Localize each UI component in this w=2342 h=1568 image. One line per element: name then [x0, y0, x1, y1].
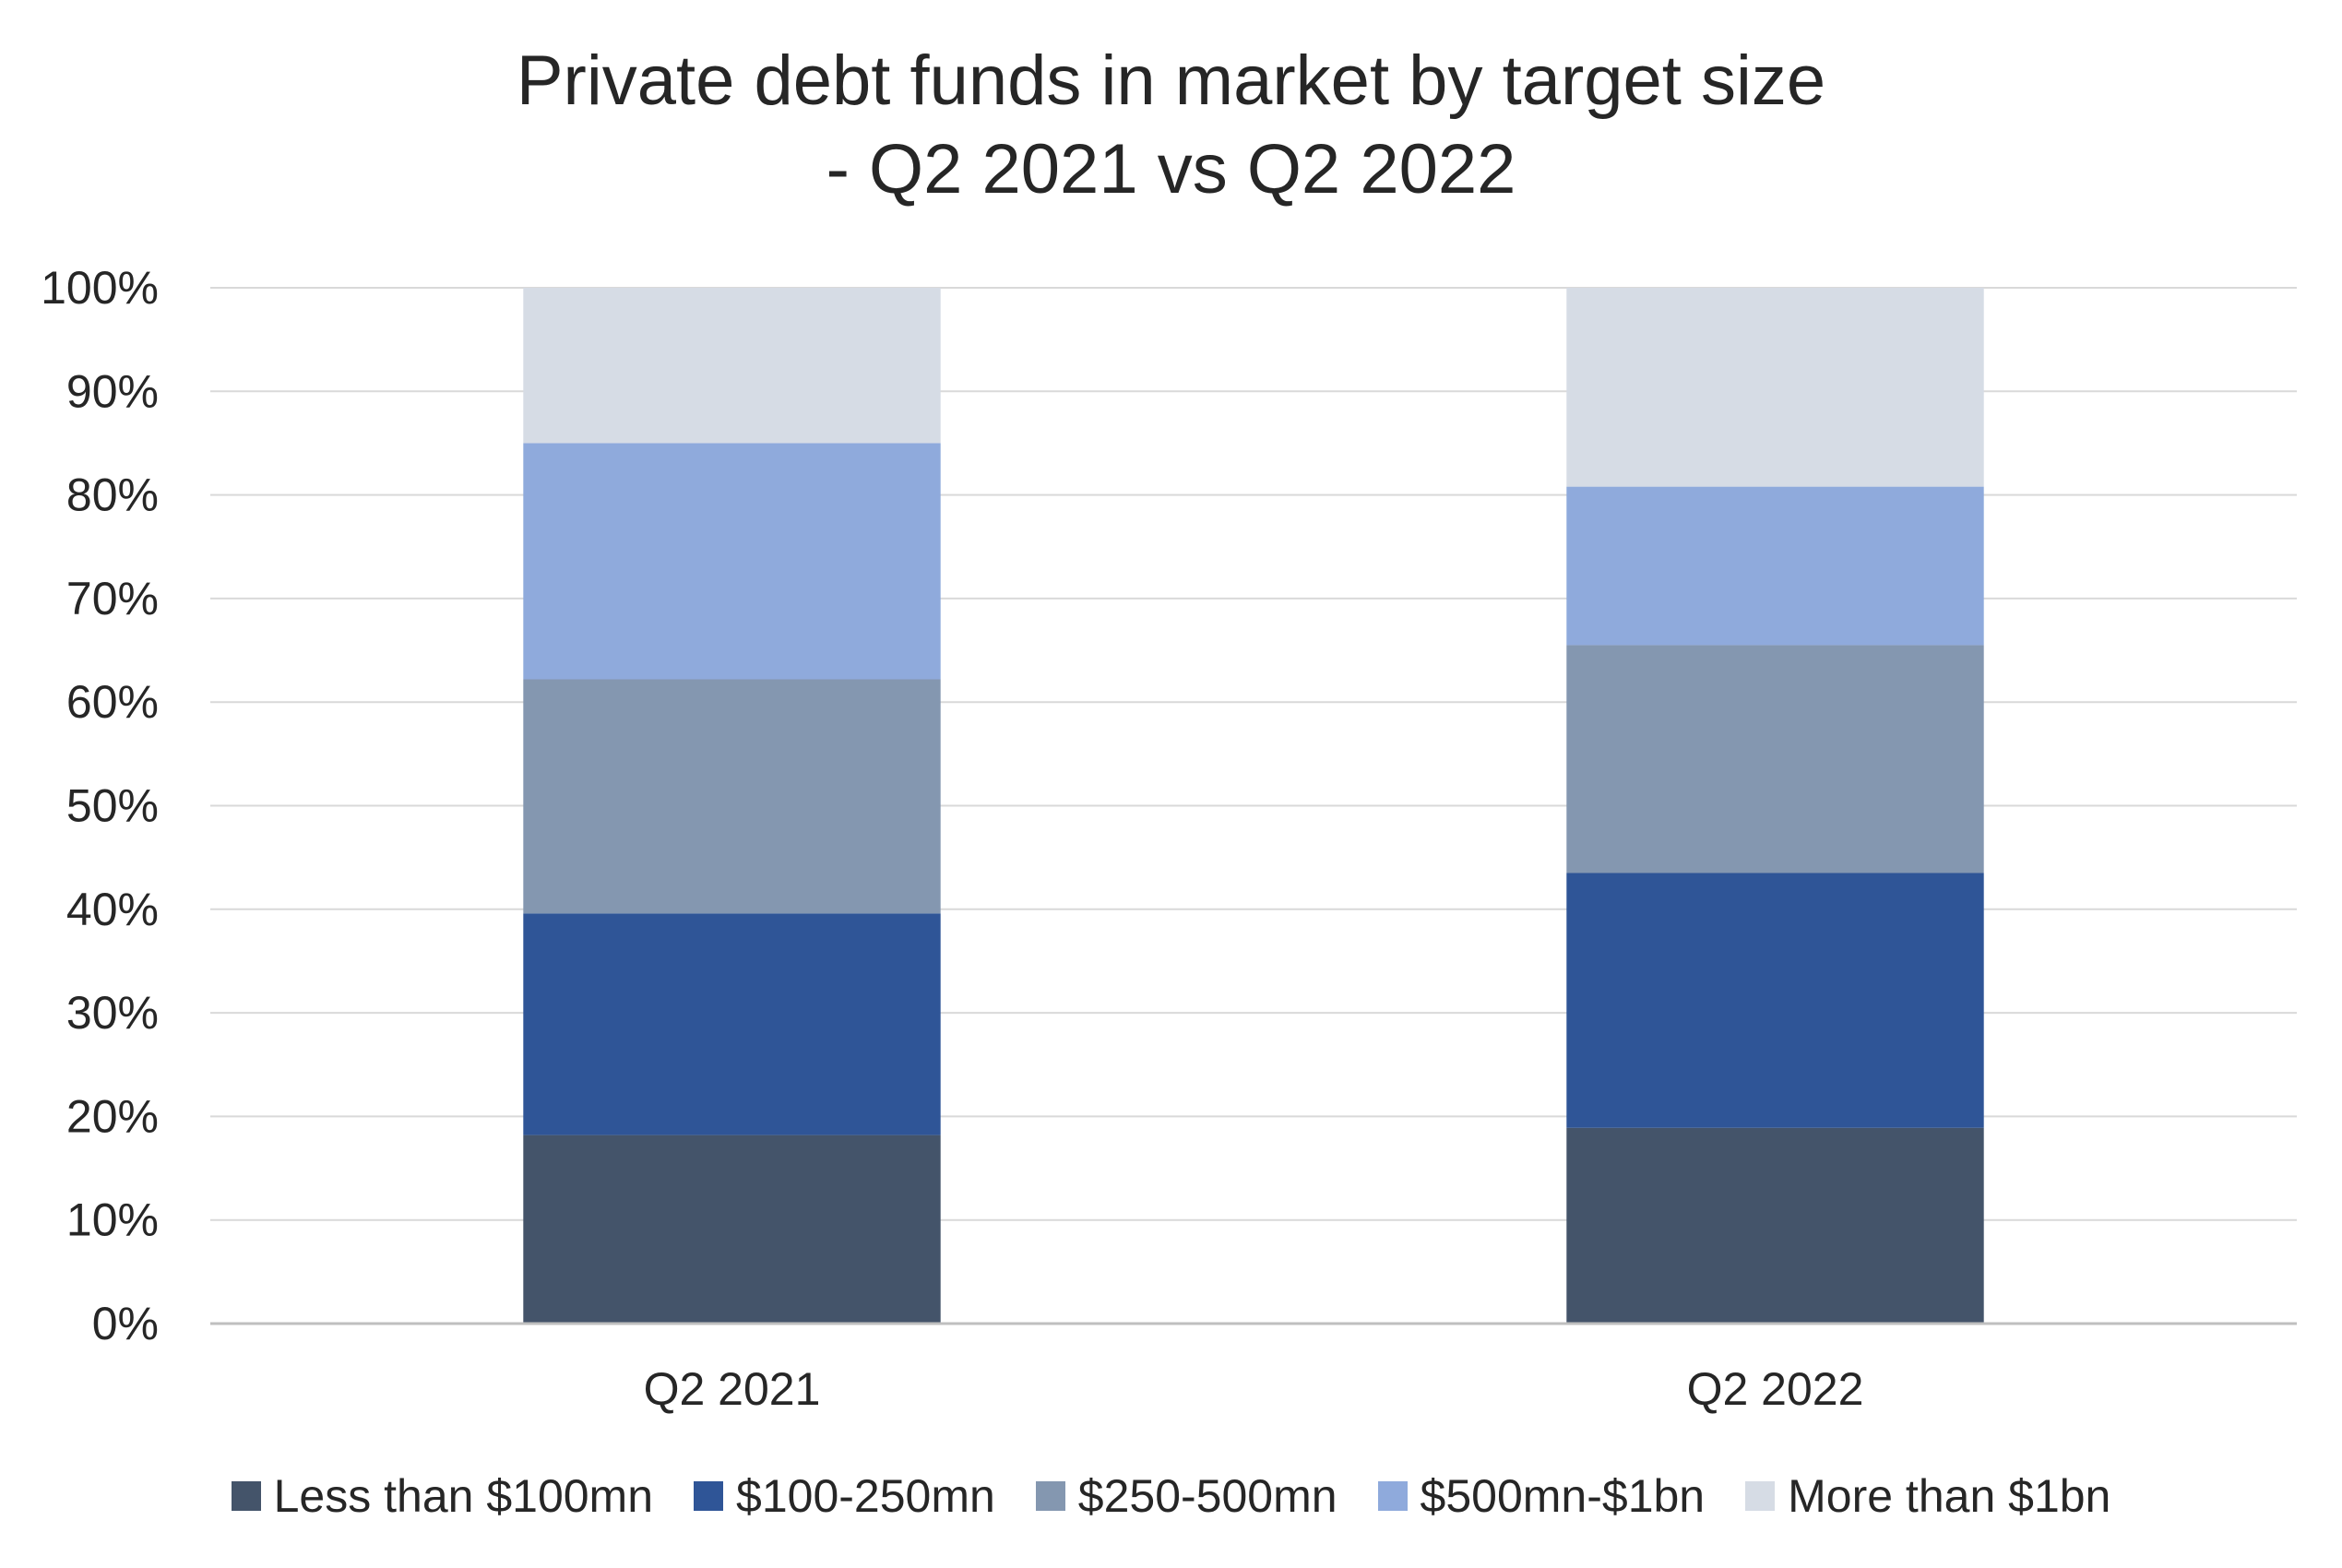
legend-swatch: [1745, 1481, 1776, 1511]
bar-segment: [523, 679, 941, 914]
bar-segment: [523, 443, 941, 680]
legend-swatch: [1035, 1481, 1065, 1511]
legend: Less than $100mn $100-250mn $250-500mn $500…: [0, 1468, 2342, 1524]
bar-segment: [523, 1134, 941, 1324]
legend-item: $250-500mn: [1035, 1468, 1337, 1524]
y-tick-label: 70%: [66, 573, 159, 624]
y-tick-label: 90%: [66, 365, 159, 417]
legend-item: $100-250mn: [694, 1468, 995, 1524]
bar-segment: [1566, 1127, 1984, 1324]
legend-swatch: [694, 1481, 724, 1511]
legend-swatch: [231, 1481, 261, 1511]
x-tick-label: Q2 2022: [1687, 1363, 1864, 1415]
legend-label: $500mn-$1bn: [1420, 1470, 1706, 1522]
y-tick-label: 10%: [66, 1194, 159, 1246]
y-tick-label: 60%: [66, 676, 159, 728]
y-tick-label: 50%: [66, 780, 159, 832]
legend-label: More than $1bn: [1788, 1470, 2111, 1522]
legend-label: $250-500mn: [1077, 1470, 1337, 1522]
legend-label: Less than $100mn: [273, 1470, 654, 1522]
bar-segment: [523, 913, 941, 1135]
axes: 0% 10% 20% 30% 40% 50% 60% 70% 80% 90% 100% Q2 2021…: [41, 262, 2297, 1415]
y-tick-label: 20%: [66, 1090, 159, 1142]
legend-item: Less than $100mn: [231, 1468, 654, 1524]
y-tick-label: 0%: [92, 1298, 159, 1349]
chart-title-line-2: - Q2 2021 vs Q2 2022: [826, 130, 1516, 208]
bar-segment: [523, 288, 941, 444]
chart-title: Private debt funds in market by target s…: [0, 37, 2342, 214]
y-tick-label: 80%: [66, 469, 159, 521]
legend-label: $100-250mn: [736, 1470, 995, 1522]
y-tick-label: 30%: [66, 987, 159, 1039]
bar-segment: [1566, 288, 1984, 487]
bars: [523, 288, 1984, 1324]
legend-item: $500mn-$1bn: [1377, 1468, 1706, 1524]
x-tick-label: Q2 2021: [644, 1363, 821, 1415]
bar-segment: [1566, 645, 1984, 873]
bar-segment: [1566, 873, 1984, 1128]
legend-item: More than $1bn: [1745, 1468, 2110, 1524]
chart-title-line-1: Private debt funds in market by target s…: [516, 42, 1826, 120]
bar-segment: [1566, 486, 1984, 646]
legend-swatch: [1377, 1481, 1408, 1511]
y-tick-label: 40%: [66, 884, 159, 935]
y-tick-label: 100%: [41, 262, 159, 314]
